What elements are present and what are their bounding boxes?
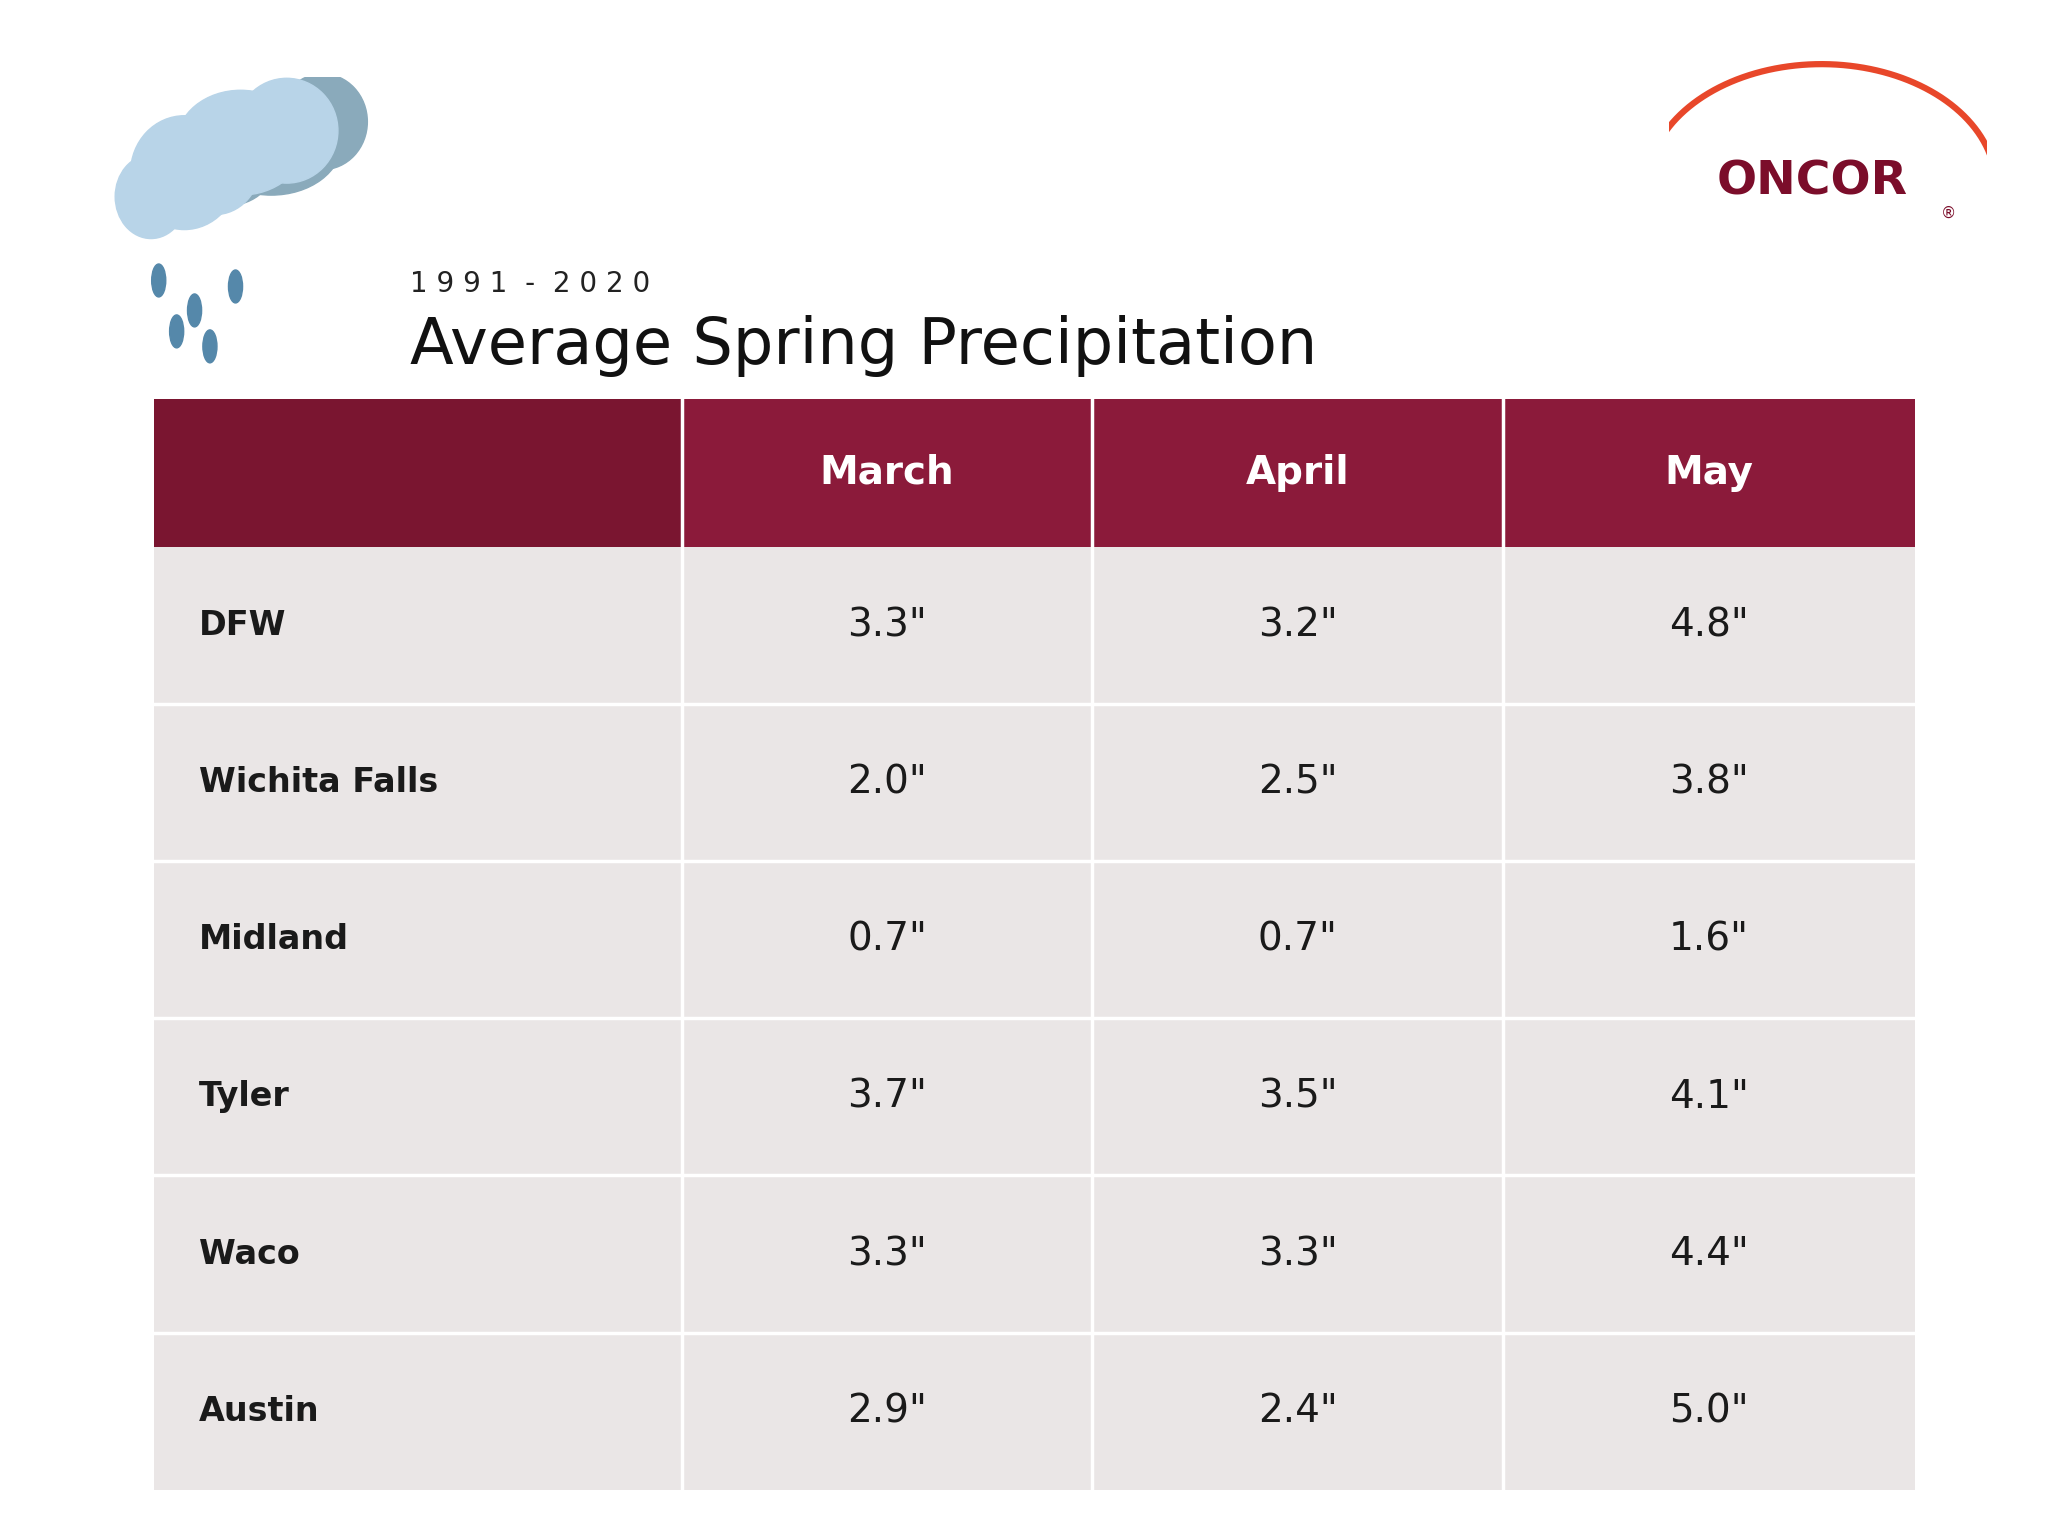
Text: Wichita Falls: Wichita Falls xyxy=(199,766,438,799)
Text: Waco: Waco xyxy=(199,1238,299,1270)
Text: 0.7": 0.7" xyxy=(1257,920,1337,958)
Ellipse shape xyxy=(279,74,367,169)
Text: Average Spring Precipitation: Average Spring Precipitation xyxy=(410,315,1317,376)
Text: April: April xyxy=(1245,455,1350,492)
Text: Austin: Austin xyxy=(199,1395,319,1428)
Text: 2.9": 2.9" xyxy=(848,1392,928,1430)
Ellipse shape xyxy=(236,78,338,183)
Ellipse shape xyxy=(115,155,186,238)
Text: 3.3": 3.3" xyxy=(848,607,928,644)
Text: 2.0": 2.0" xyxy=(848,763,928,802)
Ellipse shape xyxy=(170,118,260,215)
Ellipse shape xyxy=(131,115,238,229)
Text: 1.6": 1.6" xyxy=(1669,920,1749,958)
Ellipse shape xyxy=(170,315,184,347)
Text: DFW: DFW xyxy=(199,608,287,642)
Text: Tyler: Tyler xyxy=(199,1080,289,1114)
Text: 0.7": 0.7" xyxy=(848,920,928,958)
Ellipse shape xyxy=(180,115,276,206)
Text: 5.0": 5.0" xyxy=(1669,1392,1749,1430)
Text: 3.3": 3.3" xyxy=(848,1235,928,1273)
Text: 3.3": 3.3" xyxy=(1257,1235,1337,1273)
Text: 3.5": 3.5" xyxy=(1257,1078,1337,1115)
Text: ®: ® xyxy=(1942,206,1956,221)
Text: 4.1": 4.1" xyxy=(1669,1078,1749,1115)
Text: 3.2": 3.2" xyxy=(1257,607,1337,644)
Text: 4.8": 4.8" xyxy=(1669,607,1749,644)
Text: May: May xyxy=(1665,455,1753,492)
Ellipse shape xyxy=(201,91,342,195)
Ellipse shape xyxy=(152,264,166,296)
Text: 4.4": 4.4" xyxy=(1669,1235,1749,1273)
Ellipse shape xyxy=(229,270,242,303)
Text: March: March xyxy=(819,455,954,492)
Ellipse shape xyxy=(188,293,201,327)
Text: 2.4": 2.4" xyxy=(1257,1392,1337,1430)
Text: ONCOR: ONCOR xyxy=(1716,160,1907,204)
Text: Midland: Midland xyxy=(199,923,348,955)
Ellipse shape xyxy=(203,330,217,362)
Ellipse shape xyxy=(176,91,305,195)
Text: 3.8": 3.8" xyxy=(1669,763,1749,802)
Text: 3.7": 3.7" xyxy=(848,1078,928,1115)
Text: 1 9 9 1  -  2 0 2 0: 1 9 9 1 - 2 0 2 0 xyxy=(410,270,649,298)
Text: 2.5": 2.5" xyxy=(1257,763,1337,802)
